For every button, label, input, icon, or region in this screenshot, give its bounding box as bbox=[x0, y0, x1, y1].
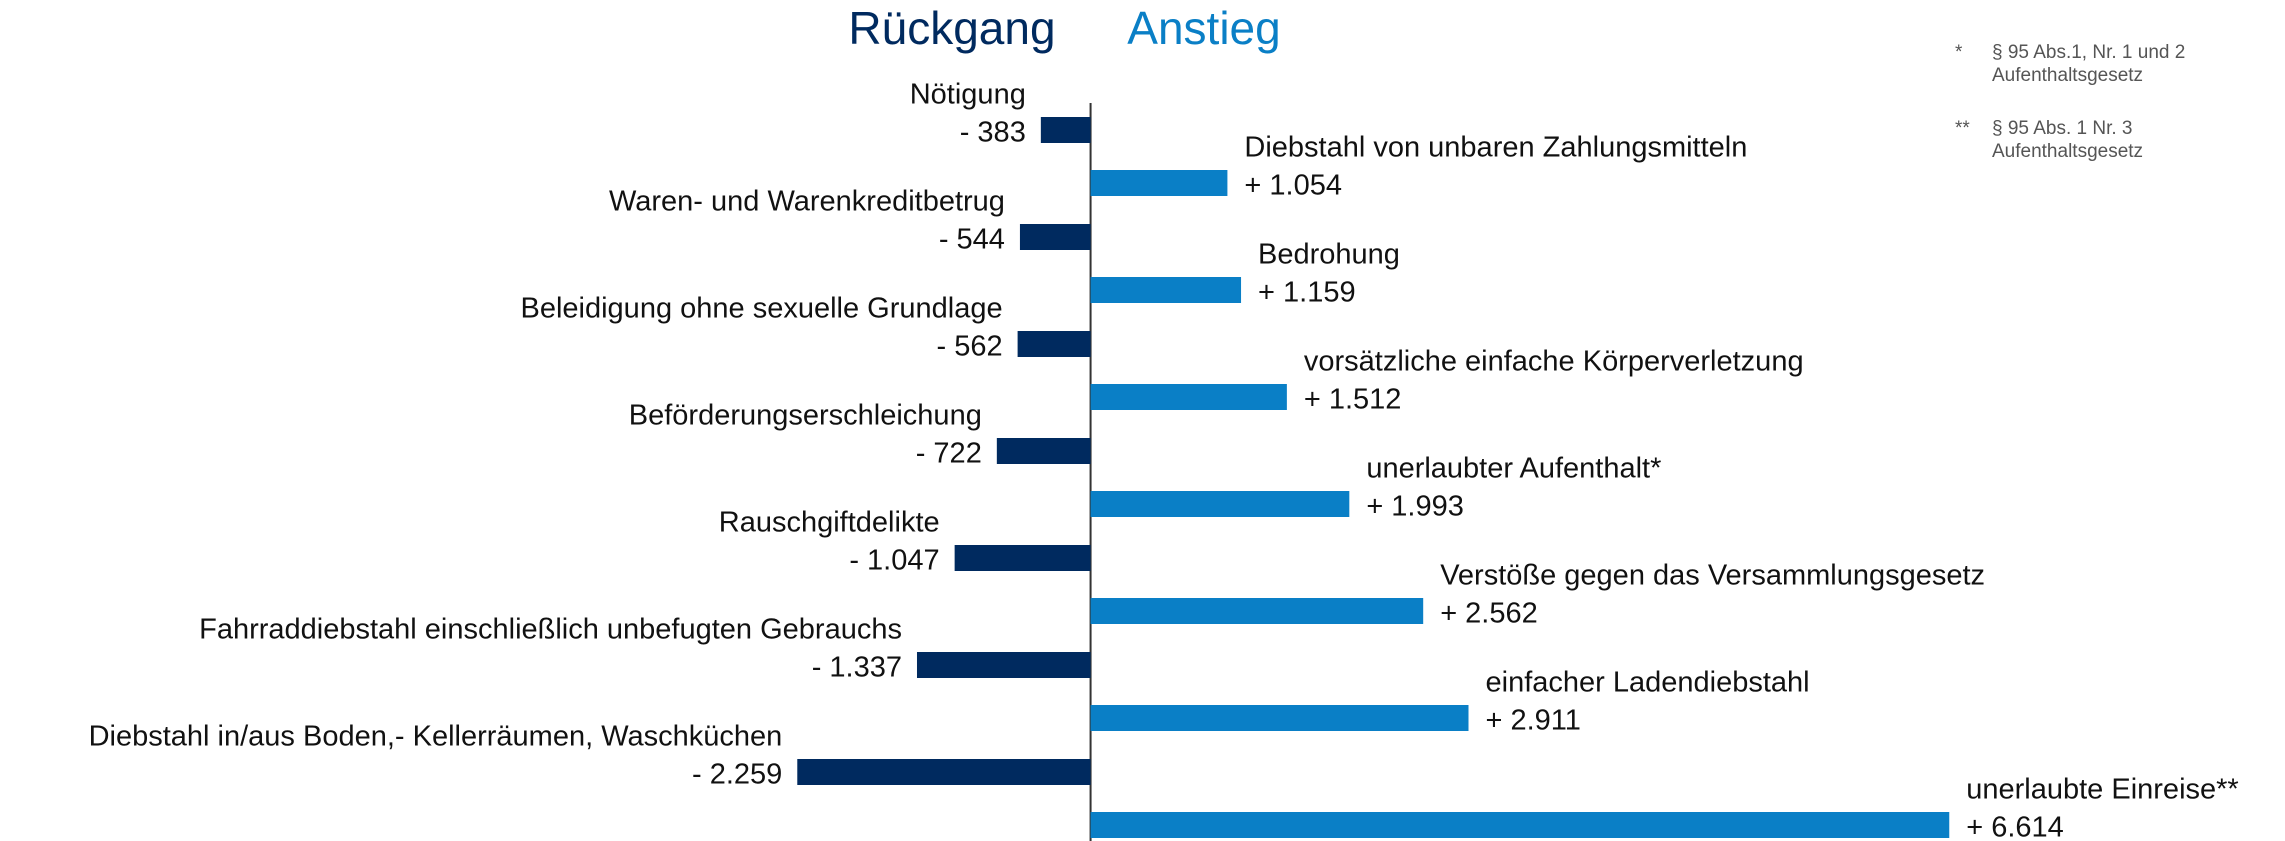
category-label: einfacher Ladendiebstahl bbox=[1486, 667, 1810, 699]
value-label: - 2.259 bbox=[692, 759, 782, 791]
value-label: + 6.614 bbox=[1966, 812, 2064, 841]
bar bbox=[1090, 170, 1228, 196]
value-label: + 1.054 bbox=[1244, 170, 1342, 202]
category-label: Diebstahl von unbaren Zahlungsmitteln bbox=[1244, 132, 1747, 164]
category-label: Beförderungserschleichung bbox=[629, 400, 982, 432]
category-label: Bedrohung bbox=[1258, 239, 1400, 271]
bar bbox=[1090, 384, 1287, 410]
bar bbox=[1090, 705, 1469, 731]
bar bbox=[797, 759, 1091, 785]
bar bbox=[1019, 224, 1091, 250]
value-label: + 1.512 bbox=[1304, 384, 1402, 416]
bar bbox=[916, 652, 1091, 678]
category-label: Nötigung bbox=[910, 79, 1026, 111]
category-label: vorsätzliche einfache Körperverletzung bbox=[1304, 346, 1804, 378]
legend-title: Anstieg bbox=[1127, 2, 1280, 54]
value-label: - 544 bbox=[939, 224, 1005, 256]
bar bbox=[1090, 491, 1350, 517]
category-label: Beleidigung ohne sexuelle Grundlage bbox=[521, 293, 1003, 325]
bar bbox=[1017, 331, 1091, 357]
value-label: - 562 bbox=[936, 331, 1002, 363]
bar bbox=[1090, 812, 1950, 838]
bar bbox=[1090, 277, 1242, 303]
category-label: Verstöße gegen das Versammlungsgesetz bbox=[1440, 560, 1985, 592]
legend-title: Rückgang bbox=[848, 2, 1055, 54]
value-label: + 1.159 bbox=[1258, 277, 1356, 309]
note-marker: ** bbox=[1955, 118, 1970, 139]
value-label: - 722 bbox=[916, 438, 982, 470]
bar bbox=[1040, 117, 1091, 143]
value-label: - 1.337 bbox=[812, 652, 902, 684]
value-label: - 383 bbox=[960, 117, 1026, 149]
note-marker: * bbox=[1955, 42, 1963, 63]
category-label: Diebstahl in/aus Boden,- Kellerräumen, W… bbox=[89, 721, 783, 753]
note-text: § 95 Abs. 1 Nr. 3 bbox=[1992, 118, 2132, 139]
category-label: unerlaubter Aufenthalt* bbox=[1366, 453, 1661, 485]
note-text: Aufenthaltsgesetz bbox=[1992, 65, 2143, 86]
category-label: Rauschgiftdelikte bbox=[719, 507, 940, 539]
value-label: - 1.047 bbox=[849, 545, 939, 577]
note-text: Aufenthaltsgesetz bbox=[1992, 141, 2143, 162]
category-label: Waren- und Warenkreditbetrug bbox=[609, 186, 1005, 218]
value-label: + 2.562 bbox=[1440, 598, 1538, 630]
category-label: Fahrraddiebstahl einschließlich unbefugt… bbox=[199, 614, 902, 646]
bar bbox=[954, 545, 1091, 571]
value-label: + 2.911 bbox=[1486, 705, 1581, 737]
note-text: § 95 Abs.1, Nr. 1 und 2 bbox=[1992, 42, 2185, 63]
bar bbox=[1090, 598, 1424, 624]
category-label: unerlaubte Einreise** bbox=[1966, 774, 2238, 806]
bar bbox=[996, 438, 1091, 464]
value-label: + 1.993 bbox=[1366, 491, 1464, 523]
